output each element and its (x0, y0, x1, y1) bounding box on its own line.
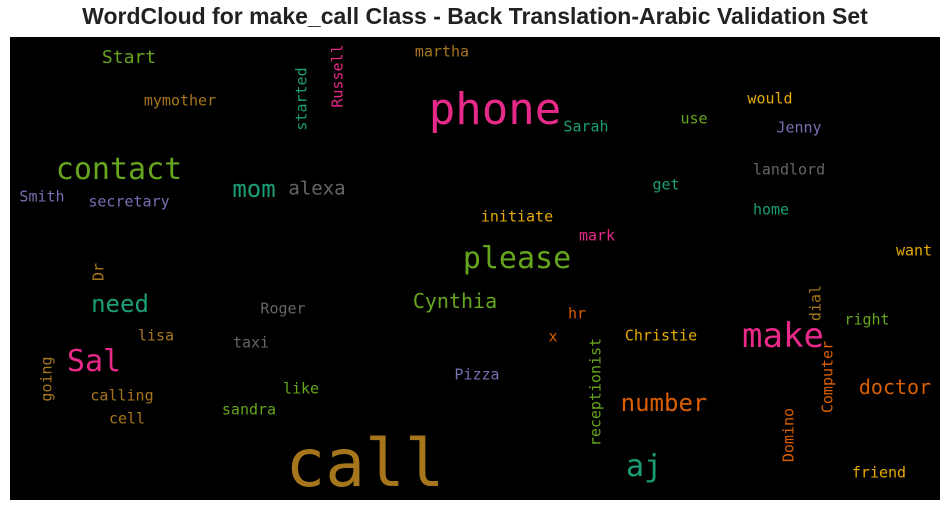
word-going: going (37, 356, 56, 402)
word-hr: hr (567, 304, 587, 323)
word-sandra: sandra (221, 400, 277, 419)
word-initiate: initiate (480, 207, 554, 226)
word-call: call (285, 425, 445, 500)
word-home: home (752, 200, 790, 219)
word-get: get (652, 175, 680, 194)
word-secretary: secretary (88, 192, 170, 211)
word-martha: martha (414, 42, 470, 61)
wordcloud-canvas: call phone make contact please aj Sal number mom… (10, 37, 940, 500)
word-want: want (895, 241, 933, 260)
word-alexa: alexa (288, 177, 346, 200)
word-domino: Domino (779, 407, 798, 463)
word-number: number (620, 389, 708, 417)
word-jenny: Jenny (776, 118, 822, 137)
word-calling: calling (90, 386, 154, 405)
word-start: Start (101, 47, 157, 68)
word-aj: aj (625, 449, 663, 484)
word-pizza: Pizza (454, 365, 500, 384)
word-cell: cell (108, 409, 146, 428)
word-x: x (548, 327, 558, 346)
word-dial: dial (806, 284, 825, 322)
word-friend: friend (851, 463, 907, 482)
word-mymother: mymother (143, 91, 217, 110)
word-taxi: taxi (232, 333, 270, 352)
word-right: right (844, 310, 890, 329)
word-lisa: lisa (137, 326, 175, 345)
word-mark: mark (578, 226, 616, 245)
word-please: please (462, 241, 572, 276)
word-receptionist: receptionist (586, 337, 605, 447)
word-dr: Dr (89, 262, 108, 282)
word-russell: Russell (328, 44, 347, 108)
word-use: use (680, 109, 708, 128)
word-sal: Sal (66, 344, 122, 379)
word-make: make (742, 316, 824, 356)
chart-title: WordCloud for make_call Class - Back Tra… (82, 3, 868, 29)
word-contact: contact (55, 152, 183, 187)
word-doctor: doctor (858, 375, 932, 399)
word-roger: Roger (260, 299, 306, 318)
word-smith: Smith (19, 187, 65, 206)
word-like: like (282, 379, 320, 398)
word-computer: Computer (818, 340, 837, 414)
word-started: started (292, 67, 311, 131)
word-mom: mom (232, 175, 276, 203)
word-need: need (91, 290, 149, 318)
word-would: would (747, 89, 793, 108)
word-christie: Christie (624, 326, 698, 345)
word-phone: phone (428, 84, 562, 135)
word-landlord: landlord (752, 160, 826, 179)
word-sarah: Sarah (563, 117, 609, 136)
word-cynthia: Cynthia (412, 289, 498, 313)
